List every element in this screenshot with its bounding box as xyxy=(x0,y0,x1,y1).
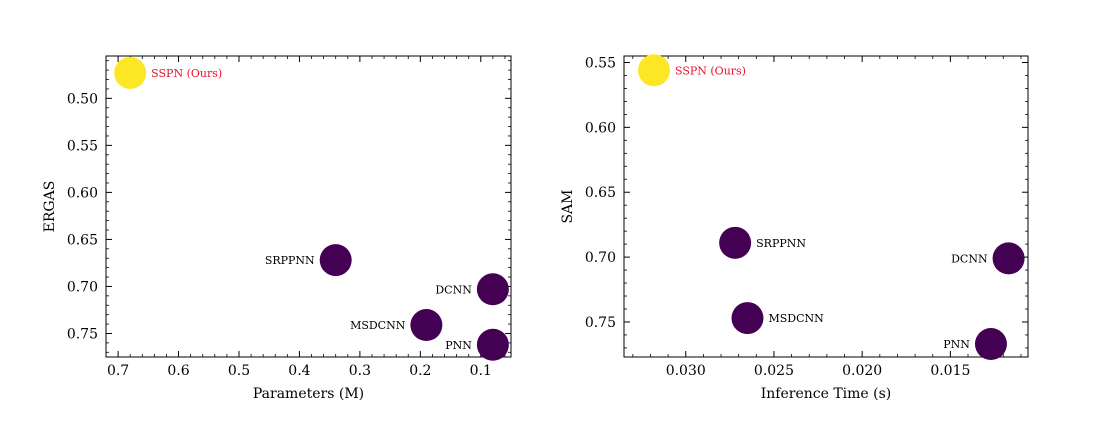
x-tick-label: 0.7 xyxy=(107,363,129,379)
data-label: MSDCNN xyxy=(350,319,406,332)
data-label: MSDCNN xyxy=(768,312,824,325)
data-label: SRPPNN xyxy=(756,237,806,250)
data-label: SSPN (Ours) xyxy=(151,67,222,80)
plot-frame xyxy=(105,55,512,358)
scatter-panel-1: 0.7 0.6 0.5 0.4 0.3 0.2 0.1 0.50 0.55 0.60 0.65 0.7… xyxy=(42,55,512,402)
y-tick-label: 0.70 xyxy=(585,250,616,266)
plot-frame xyxy=(623,55,1029,358)
x-axis-label: Parameters (M) xyxy=(253,386,364,402)
x-tick-label: 0.020 xyxy=(842,363,882,379)
x-tick-label: 0.3 xyxy=(349,363,371,379)
data-label: PNN xyxy=(943,338,970,351)
y-tick-label: 0.75 xyxy=(67,326,98,342)
data-point-msdcnn xyxy=(731,302,764,335)
data-point-srppnn xyxy=(319,244,352,277)
y-tick-label: 0.65 xyxy=(585,185,616,201)
data-point-pnn xyxy=(974,328,1007,361)
y-tick-label: 0.65 xyxy=(67,232,98,248)
x-tick-label: 0.025 xyxy=(754,363,794,379)
y-tick-label: 0.70 xyxy=(67,279,98,295)
data-point-pnn xyxy=(476,328,509,361)
x-tick-label: 0.6 xyxy=(167,363,189,379)
data-label: PNN xyxy=(445,339,472,352)
x-tick-label: 0.030 xyxy=(666,363,706,379)
data-point-msdcnn xyxy=(410,309,443,342)
x-tick-label: 0.1 xyxy=(470,363,492,379)
y-tick-label: 0.60 xyxy=(67,185,98,201)
x-tick-label: 0.015 xyxy=(930,363,970,379)
x-tick-label: 0.5 xyxy=(228,363,250,379)
data-label: DCNN xyxy=(435,283,472,296)
y-tick-label: 0.75 xyxy=(585,315,616,331)
x-axis-label: Inference Time (s) xyxy=(761,386,892,402)
y-tick-label: 0.55 xyxy=(585,55,616,71)
x-tick-label: 0.2 xyxy=(409,363,431,379)
data-point-srppnn xyxy=(719,226,752,259)
data-point-sspn-ours xyxy=(637,54,670,87)
data-point-sspn-ours xyxy=(114,56,147,89)
data-label: SRPPNN xyxy=(265,254,315,267)
scatter-panel-2: 0.030 0.025 0.020 0.015 0.55 0.60 0.65 0.70 0.75… xyxy=(560,54,1029,402)
data-point-dcnn xyxy=(992,242,1025,275)
x-tick-label: 0.4 xyxy=(288,363,310,379)
y-tick-label: 0.55 xyxy=(67,138,98,154)
y-tick-label: 0.50 xyxy=(67,91,98,107)
data-label: SSPN (Ours) xyxy=(675,64,746,77)
y-tick-label: 0.60 xyxy=(585,120,616,136)
data-label: DCNN xyxy=(951,252,988,265)
y-axis-label: SAM xyxy=(560,189,576,223)
y-axis-label: ERGAS xyxy=(42,181,58,233)
data-point-dcnn xyxy=(476,273,509,306)
